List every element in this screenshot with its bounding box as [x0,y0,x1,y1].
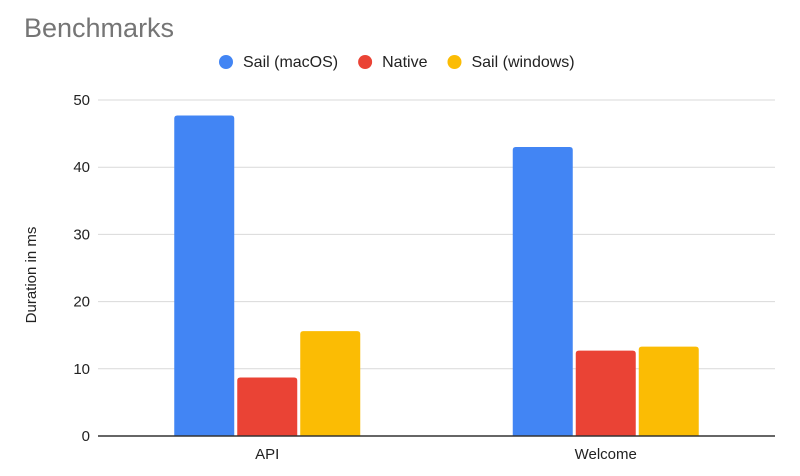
legend-label: Sail (windows) [471,54,574,71]
legend-swatch [358,55,373,69]
y-tick-label: 50 [73,92,90,109]
y-axis-title: Duration in ms [23,227,40,324]
bars [174,115,699,437]
y-tick-label: 30 [73,226,90,243]
bar-welcome-2 [638,346,699,436]
y-tick-label: 40 [73,159,90,176]
y-tick-label: 20 [73,294,90,311]
y-tick-label: 10 [73,361,90,378]
bar-welcome-1 [575,350,636,436]
bar-welcome-0 [512,147,573,437]
x-axis-ticks: API Welcome [255,446,637,463]
bar-api-0 [174,115,235,437]
legend: Sail (macOS) Native Sail (windows) [219,54,575,71]
legend-label: Sail (macOS) [243,54,338,71]
x-tick-label: API [255,446,279,463]
x-tick-label: Welcome [575,446,637,463]
y-axis-ticks: 0 10 20 30 40 50 [73,92,90,445]
legend-swatch [447,55,462,69]
chart-title: Benchmarks [24,13,174,43]
y-tick-label: 0 [82,428,90,445]
bar-api-1 [237,377,298,436]
bar-api-2 [300,331,361,436]
legend-label: Native [382,54,427,71]
legend-swatch [219,55,233,69]
